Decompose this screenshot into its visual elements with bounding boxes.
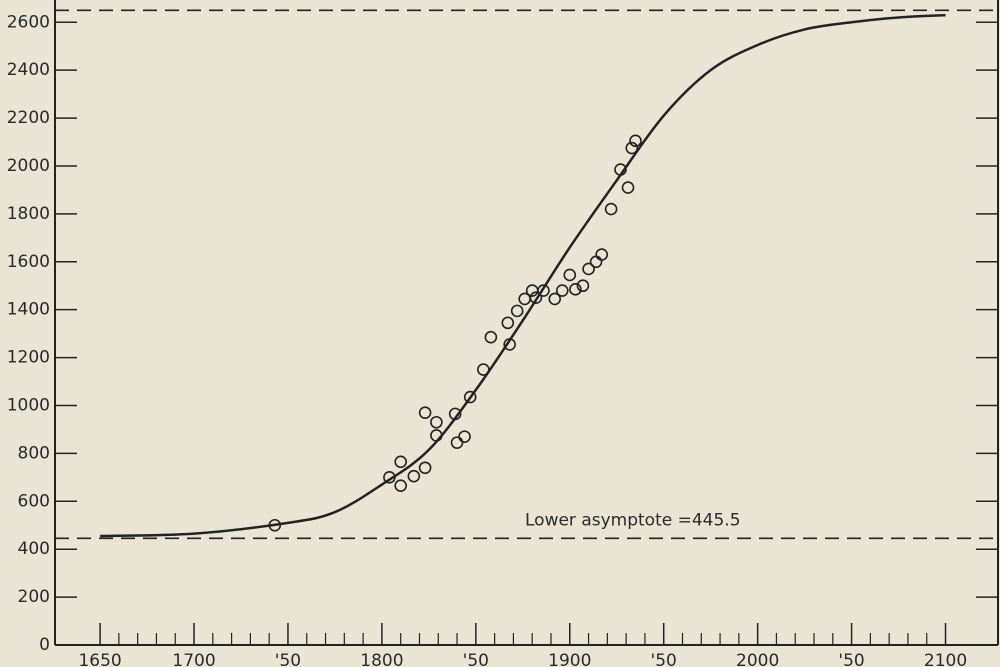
y-tick-label: 600: [18, 491, 50, 511]
data-point: [589, 255, 603, 269]
asymptote-label-value: 445.5: [692, 510, 741, 530]
y-tick-label: 2400: [7, 60, 50, 80]
data-point: [625, 141, 639, 155]
data-point: [621, 181, 635, 194]
data-point: [629, 134, 642, 148]
x-tick-label: '50: [275, 651, 301, 667]
data-point: [484, 330, 498, 344]
data-point: [555, 284, 569, 297]
data-point: [529, 291, 543, 305]
x-tick-label: '50: [651, 651, 677, 667]
data-point: [418, 406, 432, 419]
data-point: [383, 471, 396, 484]
y-tick-label: 0: [39, 635, 50, 655]
data-point: [614, 163, 627, 176]
data-point: [569, 283, 582, 296]
data-point: [458, 430, 471, 443]
fitted-curve: [100, 13, 946, 538]
data-point: [576, 279, 590, 293]
y-tick-label: 1800: [7, 204, 50, 224]
y-tick-label: 400: [18, 539, 50, 559]
y-tick-label: 1600: [7, 252, 50, 272]
data-point: [537, 284, 550, 297]
y-tick-label: 1000: [7, 395, 50, 415]
data-point: [503, 338, 516, 351]
y-tick-label: 2600: [7, 12, 50, 32]
data-point: [510, 304, 524, 318]
y-tick-label: 1200: [7, 348, 50, 368]
asymptote-label-text: Lower asymptote =: [525, 510, 692, 530]
data-point: [418, 461, 432, 475]
x-tick-label: 1700: [172, 651, 215, 667]
asymptote-label: Lower asymptote =445.5: [525, 510, 741, 530]
data-point: [430, 415, 443, 429]
x-tick-label: 2000: [736, 651, 779, 667]
data-point: [501, 316, 515, 330]
x-tick-label: '50: [463, 651, 489, 667]
y-tick-label: 800: [18, 443, 50, 463]
x-tick-label: '50: [838, 651, 864, 667]
y-tick-label: 2000: [7, 156, 50, 176]
data-point: [563, 268, 577, 282]
data-point: [604, 202, 618, 216]
data-point: [450, 436, 464, 449]
data-point: [463, 390, 477, 404]
y-tick-label: 1400: [7, 300, 50, 320]
x-tick-label: 1650: [78, 651, 121, 667]
y-tick-label: 200: [18, 587, 50, 607]
data-point: [430, 429, 443, 442]
data-point: [448, 407, 462, 421]
data-point: [548, 292, 562, 306]
x-tick-label: 2100: [924, 651, 967, 667]
data-point: [477, 363, 490, 376]
x-tick-label: 1900: [548, 651, 591, 667]
x-tick-label: 1800: [360, 651, 403, 667]
y-tick-label: 2200: [7, 108, 50, 128]
data-point: [394, 455, 407, 469]
data-point: [595, 248, 609, 261]
data-point: [394, 479, 407, 493]
data-point: [582, 262, 595, 276]
data-point: [407, 469, 421, 483]
data-point: [268, 518, 282, 532]
